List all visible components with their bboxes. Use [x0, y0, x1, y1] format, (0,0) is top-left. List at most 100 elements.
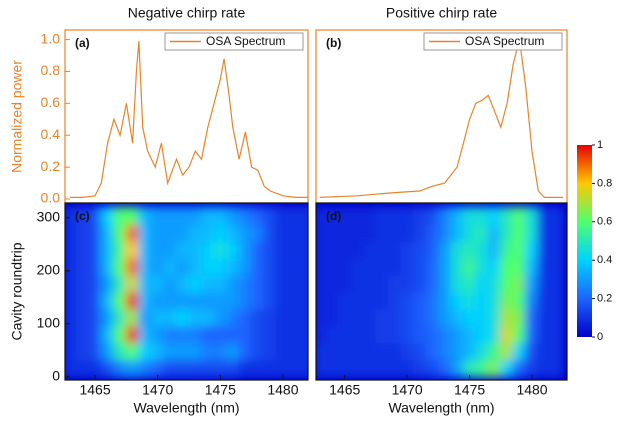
heatmap-cell — [88, 257, 102, 276]
heatmap-cell — [475, 342, 489, 361]
heatmap-cell — [400, 240, 414, 259]
heatmap-cell — [125, 325, 140, 344]
y-tick-label: 0.2 — [41, 158, 61, 174]
heatmap-cell — [337, 240, 352, 259]
heatmap-cell — [75, 240, 90, 259]
heatmap-cell — [201, 342, 215, 361]
heatmap-cell — [263, 325, 278, 344]
heatmap-cell — [437, 342, 452, 361]
heatmap-cell — [325, 308, 339, 327]
y-axis-label: Cavity roundtrip — [9, 242, 25, 340]
heatmap-cell — [425, 308, 439, 327]
heatmap-cell — [238, 325, 253, 344]
heatmap-cell — [462, 240, 477, 259]
panel-label: (d) — [326, 209, 341, 223]
heatmap-cell — [175, 325, 190, 344]
heatmap-cell — [450, 206, 464, 225]
heatmap-cell — [163, 325, 177, 344]
heatmap-cell — [550, 342, 564, 361]
heatmap-cell — [316, 325, 327, 344]
heatmap-cell — [175, 274, 190, 293]
y-tick-label: 200 — [37, 262, 61, 278]
heatmap-cell — [337, 274, 352, 293]
heatmap-cell — [437, 257, 452, 276]
heatmap-cell — [301, 359, 308, 378]
heatmap-cell — [100, 342, 115, 361]
heatmap-cell — [387, 257, 402, 276]
heatmap-cell — [325, 223, 339, 242]
heatmap-cell — [475, 308, 489, 327]
heatmap-cell — [475, 359, 489, 378]
heatmap-cell — [251, 359, 265, 378]
heatmap-cell — [65, 274, 77, 293]
colorbar-tick-label: 0.4 — [597, 254, 612, 266]
heatmap-cell — [337, 223, 352, 242]
heatmap-cell — [301, 308, 308, 327]
heatmap-cell — [412, 240, 427, 259]
x-tick-label: 1470 — [392, 382, 423, 398]
heatmap-cell — [512, 206, 527, 225]
heatmap-cell — [213, 274, 228, 293]
heatmap-cell — [163, 206, 177, 225]
heatmap-cell — [251, 257, 265, 276]
heatmap-cell — [65, 359, 77, 378]
heatmap-cell — [437, 291, 452, 310]
heatmap-cell — [437, 240, 452, 259]
heatmap-cell — [113, 325, 127, 344]
heatmap-cell — [213, 308, 228, 327]
heatmap-cell — [375, 359, 389, 378]
heatmap-cell — [387, 308, 402, 327]
heatmap-cell — [65, 342, 77, 361]
heatmap-cell — [175, 257, 190, 276]
panel-label: (b) — [326, 36, 341, 50]
heatmap-cell — [487, 257, 502, 276]
heatmap-cell — [362, 206, 377, 225]
heatmap-cell — [400, 274, 414, 293]
heatmap-cell — [450, 223, 464, 242]
heatmap-cell — [226, 291, 240, 310]
heatmap-cell — [500, 206, 514, 225]
heatmap-cell — [512, 325, 527, 344]
heatmap-cell — [125, 223, 140, 242]
heatmap-cell — [251, 308, 265, 327]
heatmap-cell — [425, 257, 439, 276]
y-tick-label: 0.8 — [41, 62, 61, 78]
heatmap-cell — [238, 240, 253, 259]
heatmap-cell — [251, 240, 265, 259]
colorbar-tick-label: 0.8 — [597, 177, 612, 189]
heatmap-cell — [350, 206, 364, 225]
heatmap-cell — [125, 308, 140, 327]
heatmap-cell — [301, 325, 308, 344]
heatmap-cell — [301, 223, 308, 242]
heatmap-cell — [138, 240, 152, 259]
heatmap-cell — [276, 206, 290, 225]
heatmap-cell — [316, 274, 327, 293]
heatmap-cell — [387, 206, 402, 225]
heatmap-cell — [238, 308, 253, 327]
heatmap-cell — [75, 291, 90, 310]
heatmap-cell — [276, 240, 290, 259]
heatmap-cell — [238, 223, 253, 242]
heatmap-cell — [238, 359, 253, 378]
heatmap-cell — [325, 206, 339, 225]
heatmap-cell — [188, 291, 203, 310]
y-tick-label: 1.0 — [41, 30, 61, 46]
colorbar-tick-label: 0.6 — [597, 216, 612, 228]
heatmap-cell — [350, 240, 364, 259]
heatmap-cell — [387, 359, 402, 378]
heatmap-cell — [412, 223, 427, 242]
heatmap-cell — [150, 342, 165, 361]
heatmap-cell — [288, 359, 303, 378]
heatmap-cell — [251, 291, 265, 310]
panel-label: (c) — [75, 209, 90, 223]
heatmap-cell — [226, 342, 240, 361]
heatmap-cell — [337, 291, 352, 310]
heatmap-cell — [325, 359, 339, 378]
heatmap-cell — [450, 291, 464, 310]
heatmap-cell — [350, 359, 364, 378]
heatmap-cell — [500, 274, 514, 293]
heatmap-cell — [487, 274, 502, 293]
heatmap-cell — [400, 257, 414, 276]
heatmap-cell — [400, 359, 414, 378]
heatmap-cell — [201, 308, 215, 327]
